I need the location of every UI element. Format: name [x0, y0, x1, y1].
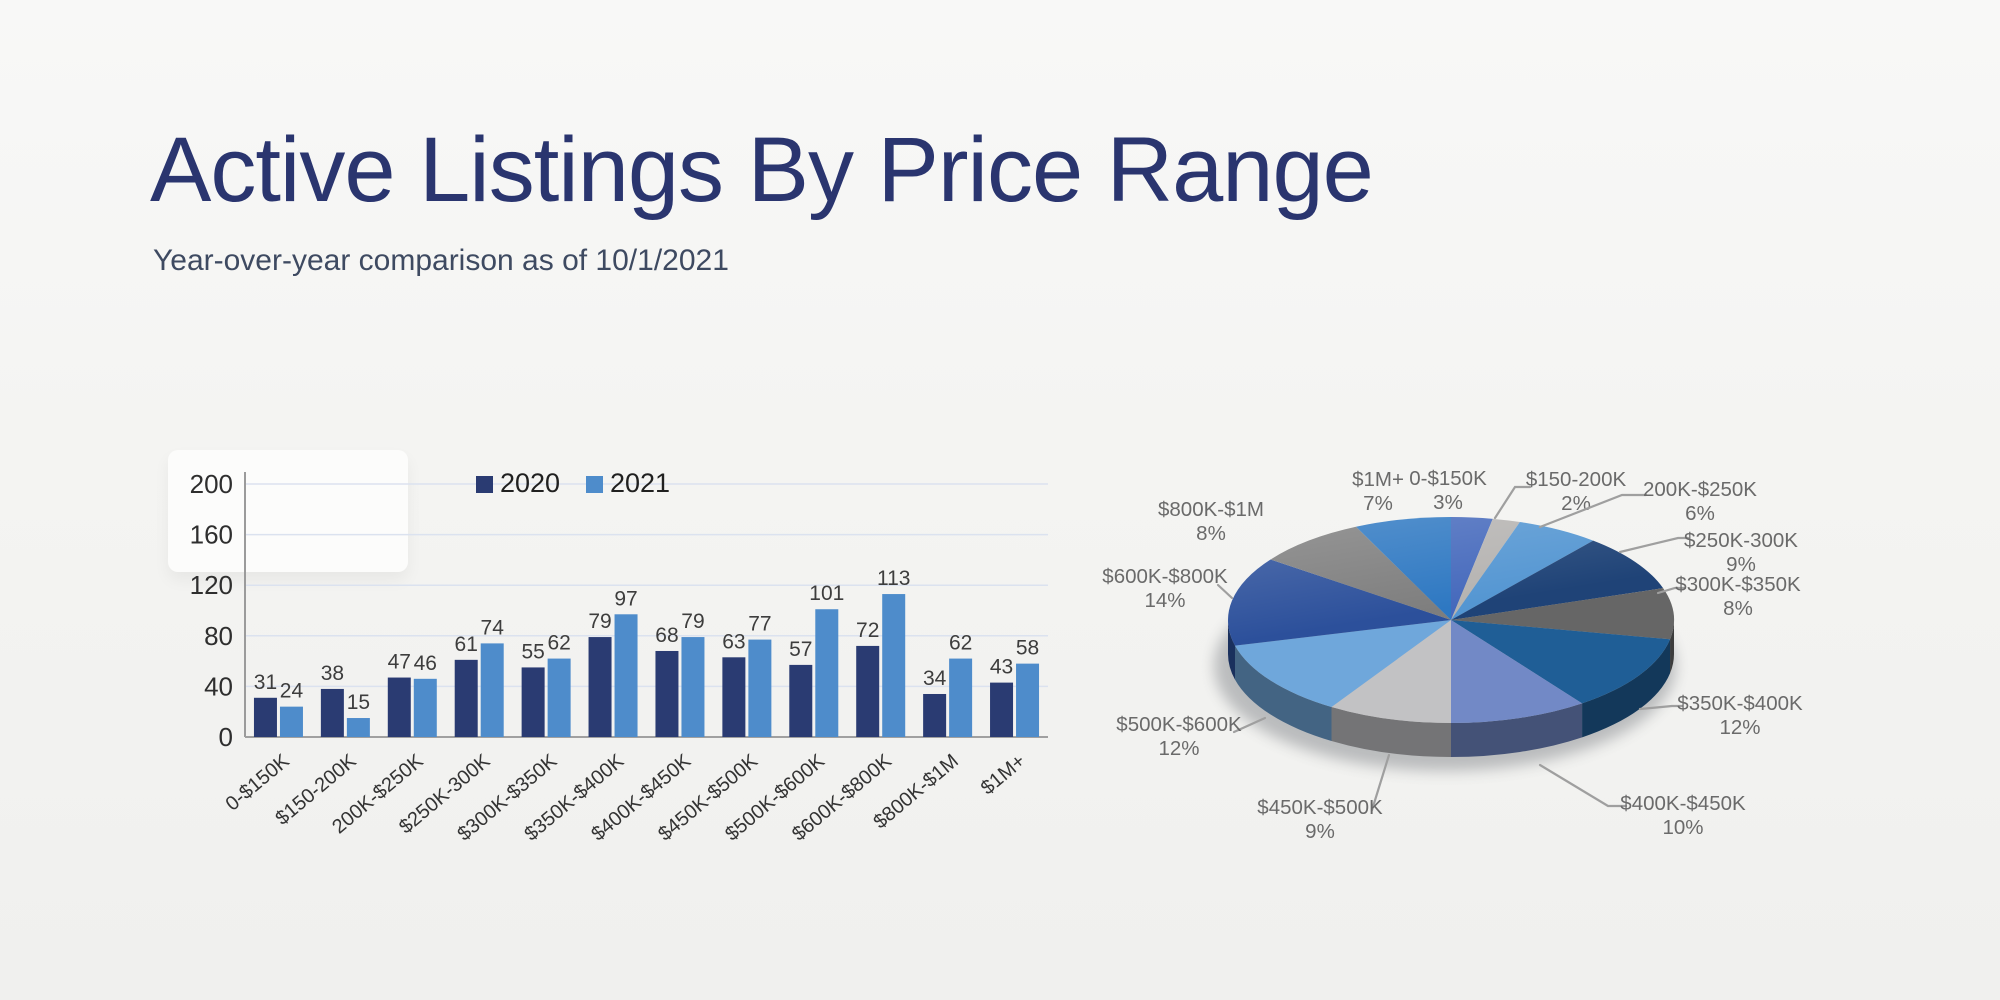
pie-label-6: $400K-$450K 10%: [1620, 792, 1746, 839]
bar-value-2021-11: 58: [1016, 637, 1039, 660]
pie-chart: 0-$150K 3% $150-200K 2% 200K-$250K 6% $250K-30…: [1060, 380, 2000, 880]
bar-value-2021-0: 24: [280, 680, 304, 703]
pie-slice-wall-5: [1582, 639, 1671, 738]
pie-label-10: $800K-$1M 8%: [1158, 498, 1264, 545]
bar-value-2020-3: 61: [455, 633, 478, 656]
bar-value-2021-9: 113: [877, 567, 910, 590]
pie-slice-wall-9: [1228, 620, 1236, 680]
legend-label-2020: 2020: [500, 468, 560, 498]
pie-slice-wall-8: [1235, 645, 1332, 741]
pie-label-1: $150-200K 2%: [1526, 468, 1627, 515]
bar-value-2021-8: 101: [809, 582, 844, 605]
bar-2020-11: [990, 682, 1014, 737]
bar-2020-1: [320, 688, 344, 737]
bar-2020-0: [253, 697, 277, 737]
bar-2020-4: [521, 667, 545, 737]
bar-value-2020-1: 38: [321, 662, 344, 685]
page-title: Active Listings By Price Range: [150, 119, 1374, 221]
bar-value-2021-2: 46: [414, 652, 437, 675]
pie-leader-6: [1538, 763, 1628, 808]
pie-label-4: $300K-$350K 8%: [1675, 573, 1801, 620]
pie-label-0: 0-$150K 3%: [1409, 467, 1487, 514]
legend-swatch-2020: [476, 476, 493, 493]
x-category-label-11: $1M+: [977, 750, 1030, 799]
y-tick-label-160: 160: [190, 520, 233, 550]
bar-value-2020-6: 68: [655, 624, 678, 647]
pie-label-2: 200K-$250K 6%: [1643, 478, 1757, 525]
pie-leader-5: [1638, 704, 1684, 711]
bar-2021-7: [748, 639, 772, 737]
bar-2021-11: [1016, 663, 1040, 737]
bar-2020-6: [655, 650, 679, 737]
bar-value-2020-5: 79: [588, 610, 611, 633]
bar-2021-4: [547, 658, 571, 737]
bar-value-2021-7: 77: [748, 613, 771, 636]
bar-value-2021-10: 62: [949, 632, 972, 655]
bar-2021-8: [815, 609, 839, 737]
pie-leader-8: [1232, 716, 1267, 734]
bar-value-2020-2: 47: [388, 651, 411, 674]
bar-2020-2: [387, 677, 411, 737]
bar-value-2020-4: 55: [521, 640, 544, 663]
bar-2021-10: [949, 658, 973, 737]
bar-2021-9: [882, 594, 906, 737]
bar-value-2020-8: 57: [789, 638, 812, 661]
bar-value-2020-7: 63: [722, 630, 745, 653]
pie-slice-wall-6: [1451, 703, 1583, 757]
bar-chart: 0 40 80 120 160 200 31 24 0-$150K 38 15 $150-200K 47…: [140, 430, 1100, 900]
legend-label-2021: 2021: [610, 468, 670, 498]
pie-leader-1: [1493, 485, 1532, 520]
bar-2021-5: [614, 614, 638, 737]
pie-label-5: $350K-$400K 12%: [1677, 692, 1803, 739]
y-tick-label-80: 80: [204, 621, 233, 651]
pie-leader-2: [1538, 493, 1648, 529]
pie-leader-3: [1618, 536, 1690, 554]
bar-value-2021-3: 74: [481, 616, 505, 639]
bar-value-2020-11: 43: [990, 656, 1013, 679]
bar-2020-10: [923, 693, 947, 737]
y-tick-label-0: 0: [219, 722, 233, 752]
background-panel: [168, 450, 408, 572]
y-tick-label-40: 40: [204, 671, 233, 701]
pie-leader-9: [1216, 583, 1234, 600]
bar-value-2021-5: 97: [614, 587, 637, 610]
bar-2021-3: [480, 643, 504, 737]
pie-sheen: [1228, 517, 1674, 723]
bar-2021-1: [346, 718, 370, 737]
y-tick-label-200: 200: [190, 469, 233, 499]
pie-chart-svg: 0-$150K 3% $150-200K 2% 200K-$250K 6%$250K-30…: [1102, 467, 1803, 843]
pie-leader-7: [1370, 753, 1391, 812]
pie-label-9: $600K-$800K 14%: [1102, 565, 1228, 612]
bar-value-2020-9: 72: [856, 619, 879, 642]
bar-value-2021-6: 79: [681, 610, 704, 633]
bar-2020-3: [454, 659, 478, 737]
pie-label-8: $500K-$600K 12%: [1116, 713, 1242, 760]
bar-2020-8: [789, 664, 813, 737]
pie-leader-4: [1656, 586, 1687, 595]
pie-label-11: $1M+ 7%: [1352, 468, 1404, 515]
pie-label-3: $250K-300K 9%: [1684, 529, 1798, 576]
y-tick-label-120: 120: [190, 570, 233, 600]
bar-value-2020-0: 31: [254, 671, 277, 694]
bar-2020-5: [588, 637, 612, 737]
bar-2021-0: [279, 706, 303, 737]
pie-label-7: $450K-$500K 9%: [1257, 796, 1383, 843]
page-subtitle: Year-over-year comparison as of 10/1/202…: [153, 244, 729, 277]
pie-slice-wall-7: [1331, 706, 1451, 757]
bar-2020-7: [722, 657, 746, 737]
bar-value-2020-10: 34: [923, 667, 947, 690]
bar-2021-2: [413, 678, 437, 737]
pie-slice-wall-4: [1670, 620, 1674, 674]
bar-value-2021-1: 15: [347, 691, 370, 714]
bar-2020-9: [856, 645, 880, 737]
bar-value-2021-4: 62: [547, 632, 570, 655]
bar-2021-6: [681, 637, 705, 737]
legend-swatch-2021: [586, 476, 603, 493]
